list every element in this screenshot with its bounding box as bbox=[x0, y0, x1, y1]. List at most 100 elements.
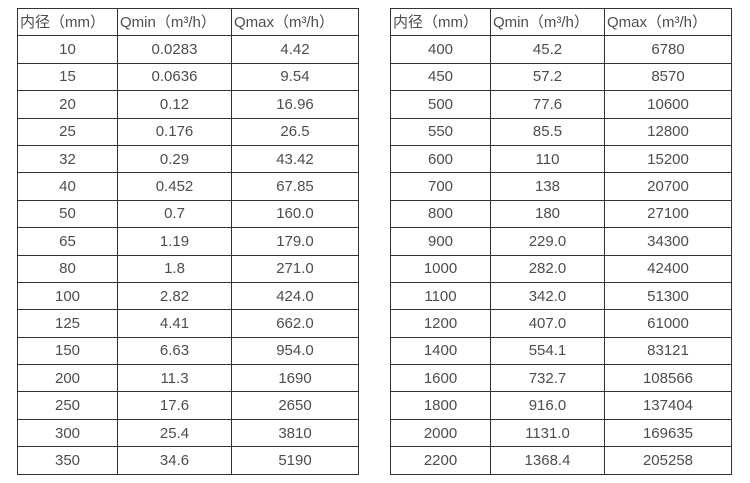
cell-inner-diameter: 1400 bbox=[390, 336, 491, 366]
header-qmax: Qmax（m³/h） bbox=[231, 7, 359, 37]
table-row: 700 138 20700 bbox=[390, 172, 732, 201]
cell-qmax: 5190 bbox=[231, 446, 359, 475]
cell-qmin: 0.176 bbox=[117, 117, 232, 146]
cell-qmin: 0.29 bbox=[117, 144, 232, 174]
cell-inner-diameter: 700 bbox=[390, 172, 491, 201]
table-row: 1400 554.1 83121 bbox=[390, 336, 732, 366]
cell-inner-diameter: 15 bbox=[17, 62, 118, 92]
header-qmax: Qmax（m³/h） bbox=[604, 7, 732, 37]
cell-inner-diameter: 600 bbox=[390, 144, 491, 174]
cell-qmax: 34300 bbox=[604, 227, 732, 256]
cell-qmin: 138 bbox=[490, 172, 605, 201]
header-qmin: Qmin（m³/h） bbox=[490, 7, 605, 37]
cell-qmin: 77.6 bbox=[490, 90, 605, 119]
cell-inner-diameter: 65 bbox=[17, 227, 118, 256]
cell-inner-diameter: 200 bbox=[17, 364, 118, 393]
table-row: 800 180 27100 bbox=[390, 199, 732, 229]
cell-inner-diameter: 400 bbox=[390, 35, 491, 64]
cell-qmin: 45.2 bbox=[490, 35, 605, 64]
cell-qmax: 15200 bbox=[604, 144, 732, 174]
table-row: 350 34.6 5190 bbox=[17, 446, 359, 475]
cell-qmax: 9.54 bbox=[231, 62, 359, 92]
cell-qmin: 916.0 bbox=[490, 391, 605, 420]
cell-qmax: 954.0 bbox=[231, 336, 359, 366]
spec-table-small-diameter: 内径（mm） Qmin（m³/h） Qmax（m³/h） 10 0.0283 4.4… bbox=[17, 7, 359, 475]
cell-qmax: 2650 bbox=[231, 391, 359, 420]
cell-qmax: 12800 bbox=[604, 117, 732, 146]
table-row: 300 25.4 3810 bbox=[17, 418, 359, 448]
table-row: 400 45.2 6780 bbox=[390, 35, 732, 64]
table-row: 600 110 15200 bbox=[390, 144, 732, 174]
header-inner-diameter: 内径（mm） bbox=[17, 7, 118, 37]
cell-qmax: 27100 bbox=[604, 199, 732, 229]
table-row: 200 11.3 1690 bbox=[17, 364, 359, 393]
cell-qmax: 424.0 bbox=[231, 281, 359, 311]
cell-qmax: 67.85 bbox=[231, 172, 359, 201]
table-row: 80 1.8 271.0 bbox=[17, 254, 359, 283]
table-row: 1800 916.0 137404 bbox=[390, 391, 732, 420]
table-row: 250 17.6 2650 bbox=[17, 391, 359, 420]
cell-qmin: 17.6 bbox=[117, 391, 232, 420]
table-row: 50 0.7 160.0 bbox=[17, 199, 359, 229]
table-row: 450 57.2 8570 bbox=[390, 62, 732, 92]
cell-qmin: 11.3 bbox=[117, 364, 232, 393]
table-row: 2200 1368.4 205258 bbox=[390, 446, 732, 475]
table-row: 550 85.5 12800 bbox=[390, 117, 732, 146]
cell-inner-diameter: 350 bbox=[17, 446, 118, 475]
cell-qmin: 0.0636 bbox=[117, 62, 232, 92]
cell-inner-diameter: 1200 bbox=[390, 309, 491, 338]
header-inner-diameter: 内径（mm） bbox=[390, 7, 491, 37]
cell-qmin: 85.5 bbox=[490, 117, 605, 146]
cell-qmax: 179.0 bbox=[231, 227, 359, 256]
table-header-row: 内径（mm） Qmin（m³/h） Qmax（m³/h） bbox=[390, 7, 732, 37]
cell-inner-diameter: 1800 bbox=[390, 391, 491, 420]
table-row: 15 0.0636 9.54 bbox=[17, 62, 359, 92]
table-row: 900 229.0 34300 bbox=[390, 227, 732, 256]
table-row: 65 1.19 179.0 bbox=[17, 227, 359, 256]
cell-qmin: 2.82 bbox=[117, 281, 232, 311]
cell-inner-diameter: 25 bbox=[17, 117, 118, 146]
cell-qmin: 57.2 bbox=[490, 62, 605, 92]
cell-qmin: 180 bbox=[490, 199, 605, 229]
cell-qmax: 662.0 bbox=[231, 309, 359, 338]
table-row: 2000 1131.0 169635 bbox=[390, 418, 732, 448]
cell-qmin: 0.452 bbox=[117, 172, 232, 201]
cell-qmin: 0.7 bbox=[117, 199, 232, 229]
table-row: 20 0.12 16.96 bbox=[17, 90, 359, 119]
cell-qmin: 282.0 bbox=[490, 254, 605, 283]
cell-qmax: 160.0 bbox=[231, 199, 359, 229]
cell-inner-diameter: 125 bbox=[17, 309, 118, 338]
cell-inner-diameter: 80 bbox=[17, 254, 118, 283]
cell-qmin: 229.0 bbox=[490, 227, 605, 256]
cell-inner-diameter: 2000 bbox=[390, 418, 491, 448]
cell-qmax: 16.96 bbox=[231, 90, 359, 119]
cell-qmin: 1.19 bbox=[117, 227, 232, 256]
table-row: 150 6.63 954.0 bbox=[17, 336, 359, 366]
cell-qmin: 732.7 bbox=[490, 364, 605, 393]
cell-qmin: 1.8 bbox=[117, 254, 232, 283]
cell-qmin: 34.6 bbox=[117, 446, 232, 475]
cell-qmin: 6.63 bbox=[117, 336, 232, 366]
spec-table-large-diameter: 内径（mm） Qmin（m³/h） Qmax（m³/h） 400 45.2 6780… bbox=[390, 7, 732, 475]
cell-qmax: 10600 bbox=[604, 90, 732, 119]
cell-inner-diameter: 800 bbox=[390, 199, 491, 229]
cell-inner-diameter: 40 bbox=[17, 172, 118, 201]
cell-inner-diameter: 10 bbox=[17, 35, 118, 64]
table-row: 32 0.29 43.42 bbox=[17, 144, 359, 174]
cell-qmin: 25.4 bbox=[117, 418, 232, 448]
cell-inner-diameter: 50 bbox=[17, 199, 118, 229]
cell-inner-diameter: 2200 bbox=[390, 446, 491, 475]
cell-qmin: 0.12 bbox=[117, 90, 232, 119]
cell-qmax: 3810 bbox=[231, 418, 359, 448]
table-row: 1000 282.0 42400 bbox=[390, 254, 732, 283]
cell-qmax: 8570 bbox=[604, 62, 732, 92]
cell-qmax: 26.5 bbox=[231, 117, 359, 146]
cell-qmax: 61000 bbox=[604, 309, 732, 338]
cell-qmin: 1131.0 bbox=[490, 418, 605, 448]
cell-qmax: 137404 bbox=[604, 391, 732, 420]
cell-inner-diameter: 32 bbox=[17, 144, 118, 174]
cell-qmax: 51300 bbox=[604, 281, 732, 311]
cell-qmax: 108566 bbox=[604, 364, 732, 393]
cell-qmax: 6780 bbox=[604, 35, 732, 64]
